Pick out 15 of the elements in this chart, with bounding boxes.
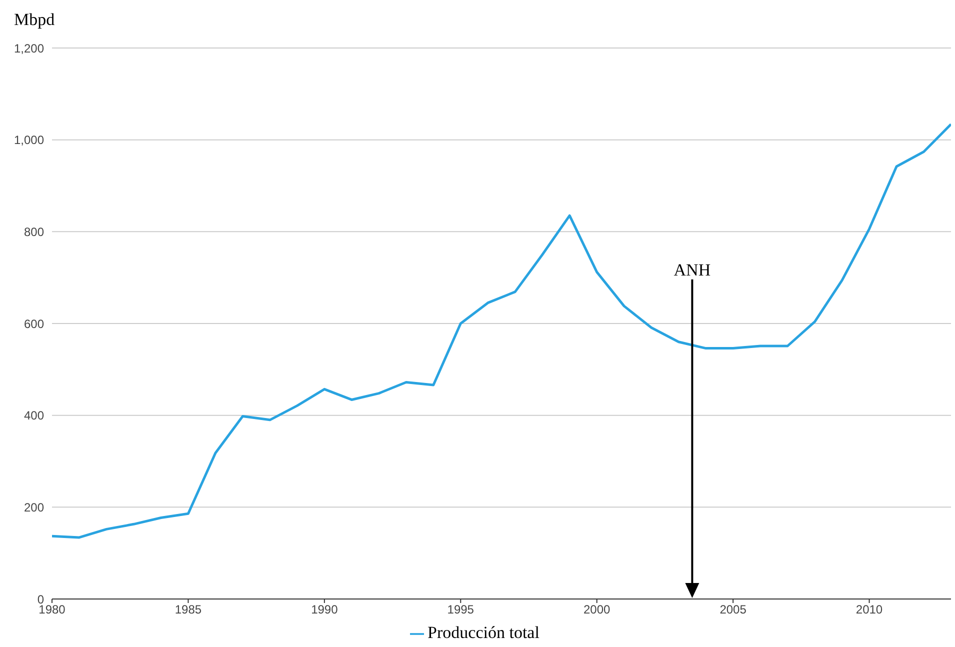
y-tick-label: 800	[24, 224, 44, 239]
x-tick-label: 1990	[311, 602, 338, 617]
y-tick-label: 400	[24, 408, 44, 423]
y-tick-label: 200	[24, 500, 44, 514]
x-tick-label: 2010	[856, 602, 883, 617]
ref-line-label: ANH	[674, 260, 711, 280]
y-tick-label: 1,000	[14, 133, 44, 148]
y-tick-label: 600	[24, 316, 44, 331]
y-axis-title: Mbpd	[14, 10, 55, 30]
x-tick-label: 1985	[174, 602, 202, 617]
x-tick-label: 2005	[720, 602, 747, 617]
y-tick-label: 1,200	[14, 41, 44, 56]
x-tick-label: 2000	[583, 602, 611, 617]
x-tick-label: 1995	[447, 602, 474, 617]
legend-label: Producción total	[428, 623, 540, 642]
